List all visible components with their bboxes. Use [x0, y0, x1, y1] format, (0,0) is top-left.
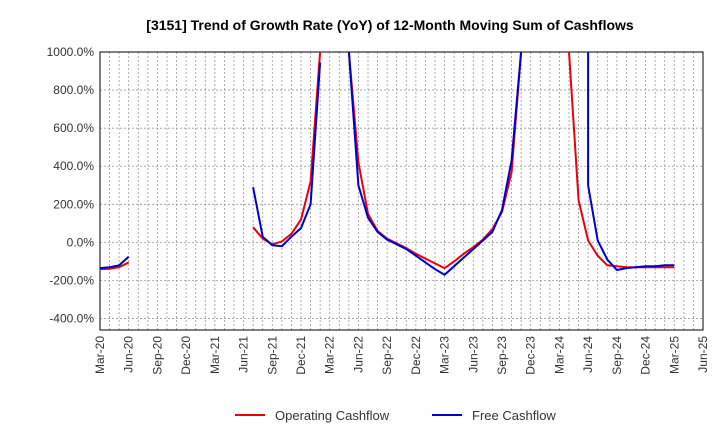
series-line-free-cashflow: [252, 62, 322, 248]
x-tick-label: Dec-23: [524, 336, 538, 375]
y-tick-label: 1000.0%: [47, 45, 95, 59]
y-tick-label: 400.0%: [53, 159, 94, 173]
series-line-operating-cashflow: [252, 52, 322, 246]
chart-title: [3151] Trend of Growth Rate (YoY) of 12-…: [146, 17, 634, 33]
series: [100, 52, 675, 277]
y-axis: 1000.0% 800.0% 600.0% 400.0% 200.0% 0.0% -200.…: [47, 45, 95, 326]
x-tick-label: Mar-24: [552, 336, 566, 374]
grid: [100, 51, 703, 330]
x-tick-label: Mar-21: [208, 336, 222, 374]
x-tick-label: Dec-24: [639, 336, 653, 375]
x-tick-label: Sep-20: [150, 336, 164, 375]
y-tick-label: 200.0%: [53, 197, 94, 211]
legend-label: Free Cashflow: [472, 408, 556, 423]
y-tick-label: 600.0%: [53, 121, 94, 135]
series-line-free-cashflow: [587, 52, 675, 272]
x-tick-label: Jun-21: [237, 336, 251, 373]
x-tick-label: Sep-23: [495, 336, 509, 375]
x-tick-label: Mar-22: [323, 336, 337, 374]
x-tick-label: Jun-22: [351, 336, 365, 373]
series-line-free-cashflow: [100, 255, 130, 270]
y-tick-label: 800.0%: [53, 83, 94, 97]
series-line-free-cashflow: [347, 52, 523, 277]
legend-label: Operating Cashflow: [275, 408, 390, 423]
x-tick-label: Dec-22: [409, 336, 423, 375]
y-tick-label: -200.0%: [49, 273, 94, 287]
x-tick-label: Jun-23: [466, 336, 480, 373]
x-tick-label: Jun-25: [696, 336, 710, 373]
x-tick-label: Sep-22: [380, 336, 394, 375]
x-tick-label: Jun-20: [122, 336, 136, 373]
x-tick-label: Jun-24: [581, 336, 595, 373]
x-tick-label: Mar-20: [93, 336, 107, 374]
y-tick-label: -400.0%: [49, 312, 94, 326]
x-tick-label: Mar-25: [667, 336, 681, 374]
x-tick-label: Sep-21: [265, 336, 279, 375]
x-axis: Mar-20 Jun-20 Sep-20 Dec-20 Mar-21 Jun-21 Sep-…: [93, 336, 710, 375]
y-tick-label: 0.0%: [67, 235, 95, 249]
series-line-operating-cashflow: [100, 261, 130, 271]
x-tick-label: Dec-20: [179, 336, 193, 375]
series-line-operating-cashflow: [568, 52, 675, 269]
plot-area: [99, 51, 704, 331]
legend: Operating Cashflow Free Cashflow: [235, 408, 556, 423]
x-tick-label: Sep-24: [610, 336, 624, 375]
x-tick-label: Mar-23: [438, 336, 452, 374]
x-tick-label: Dec-21: [294, 336, 308, 375]
